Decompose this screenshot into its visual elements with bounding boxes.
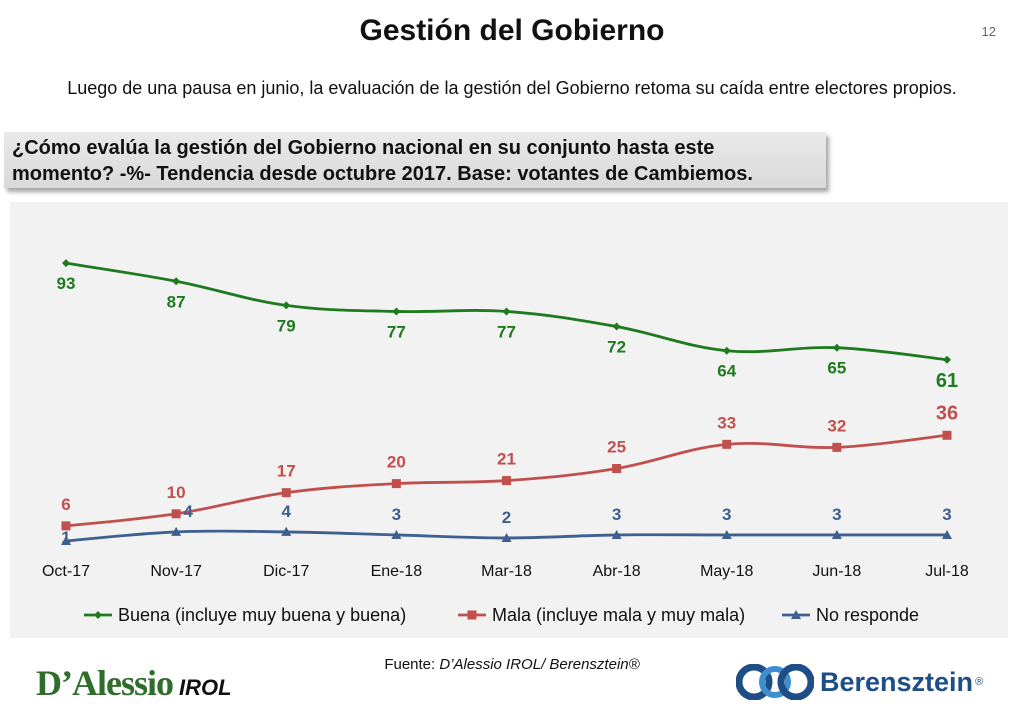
data-point [61,521,71,531]
data-point [832,442,842,452]
registered-mark: ® [975,676,984,688]
data-point [391,479,401,489]
x-tick-label: Dic-17 [263,563,309,580]
x-tick-label: Oct-17 [42,563,90,580]
legend-marker [791,610,801,619]
data-label: 72 [607,338,626,357]
data-label: 6 [61,495,70,514]
berensztein-logo-text: Berensztein [820,666,974,697]
data-label: 1 [61,528,70,547]
data-label: 77 [387,322,406,341]
question-line-2: momento? -%- Tendencia desde octubre 201… [12,163,753,185]
x-tick-label: Nov-17 [150,563,202,580]
data-label: 64 [717,362,736,381]
data-label: 3 [722,505,731,524]
data-label: 65 [827,359,846,378]
data-point [501,532,512,542]
data-point [171,526,182,536]
data-label: 17 [277,462,296,481]
x-tick-label: Ene-18 [371,563,423,580]
question-line-1: ¿Cómo evalúa la gestión del Gobierno nac… [12,137,715,159]
data-label: 79 [277,316,296,335]
chart-area: Oct-17 Nov-17 Dic-17 Ene-18 Mar-18 Abr-18 May-… [10,202,1008,638]
data-point [392,307,401,316]
legend-marker [467,610,477,620]
data-label: 3 [392,505,401,524]
x-tick-label: Mar-18 [481,563,532,580]
data-label: 10 [167,483,186,502]
data-point [942,430,952,440]
data-label: 33 [717,413,736,432]
data-point [943,355,951,364]
data-label: 77 [497,322,516,341]
source-prefix: Fuente: [384,656,440,673]
data-point [612,464,622,473]
data-label: 36 [936,402,958,424]
legend-label: No responde [816,605,919,625]
data-point [721,529,732,539]
source-note: Fuente: D’Alessio IROL/ Berensztein® [0,656,1024,673]
data-point [832,343,841,352]
question-box: ¿Cómo evalúa la gestión del Gobierno nac… [4,132,826,188]
data-point [171,509,181,519]
legend-label: Mala (incluye mala y muy mala) [492,605,745,625]
data-point [831,529,842,539]
page-title: Gestión del Gobierno [359,14,665,47]
data-point [61,535,71,545]
data-label: 87 [167,292,186,311]
x-tick-label: Abr-18 [593,563,641,580]
data-point [502,307,511,316]
data-point [62,259,70,268]
data-label: 25 [607,438,626,457]
dalessio-logo-text: D’Alessio [36,663,174,703]
page-number: 12 [981,24,996,39]
data-label: 32 [827,416,846,435]
subtitle: Luego de una pausa en junio, la evaluaci… [67,78,957,98]
data-label: 2 [502,508,511,527]
x-tick-label: Jun-18 [812,563,861,580]
line-chart: Oct-17 Nov-17 Dic-17 Ene-18 Mar-18 Abr-18 May-… [42,259,969,625]
x-tick-label: May-18 [700,563,753,580]
data-point [391,529,402,539]
data-label: 4 [183,502,193,521]
data-point [942,529,952,539]
irol-logo-text: IROL [179,675,232,700]
berensztein-mark-icon [736,664,814,700]
berensztein-logo: Berensztein ® [736,664,983,700]
data-point [611,529,622,539]
source-text: D’Alessio IROL/ Berensztein® [439,656,640,673]
data-label: 4 [282,502,292,521]
data-label: 93 [57,274,76,293]
data-point [612,322,621,331]
data-point [172,277,181,286]
data-label: 61 [936,370,958,392]
data-label: 21 [497,450,516,469]
dalessio-logo: D’Alessio IROL [36,662,232,703]
legend-marker [94,611,102,619]
data-label: 3 [612,505,621,524]
data-point [722,346,731,355]
data-label: 20 [387,453,406,472]
data-point [502,476,511,486]
data-point [281,488,291,498]
legend-label: Buena (incluye muy buena y buena) [118,605,406,625]
data-point [282,301,291,310]
data-label: 3 [942,505,951,524]
data-point [281,526,292,536]
data-point [722,439,732,449]
data-label: 3 [832,505,841,524]
x-tick-label: Jul-18 [925,563,969,580]
